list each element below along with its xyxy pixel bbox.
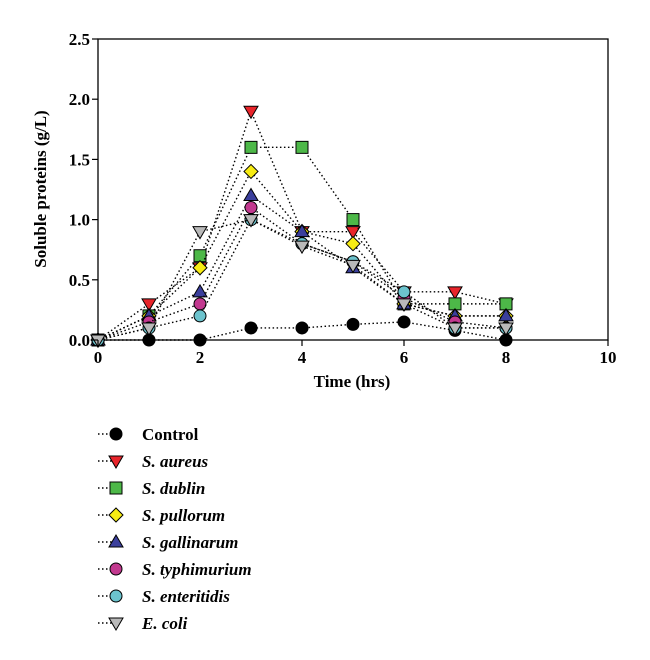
- data-point: [447, 322, 463, 336]
- legend-marker: [108, 507, 124, 523]
- data-point: [396, 298, 412, 312]
- data-point: [192, 226, 208, 240]
- x-tick-label: 2: [196, 348, 205, 367]
- series-line: [97, 206, 507, 341]
- data-point: [193, 249, 207, 263]
- series-line: [97, 218, 506, 341]
- data-point: [345, 226, 361, 240]
- legend-marker: [109, 481, 123, 495]
- legend-label: Control: [142, 425, 199, 444]
- x-tick-label: 10: [600, 348, 617, 367]
- data-point: [498, 307, 514, 322]
- data-point: [243, 105, 259, 120]
- legend-label: S. enteritidis: [142, 587, 230, 606]
- data-point: [498, 322, 514, 336]
- y-tick-label: 2.0: [69, 90, 90, 109]
- legend: Control S. aureus S. dublin S. pullorum S. g…: [98, 425, 252, 633]
- legend-marker: [109, 562, 123, 576]
- data-point: [345, 259, 361, 274]
- data-point: [244, 140, 258, 154]
- data-point: [345, 235, 361, 252]
- data-point: [193, 309, 207, 323]
- legend-item: Control: [98, 425, 199, 444]
- legend-marker: [108, 455, 124, 469]
- data-point: [447, 286, 463, 300]
- data-point: [397, 285, 411, 299]
- data-point: [141, 298, 157, 312]
- axes: Soluble proteins (g/L) Time (hrs) 0 2 4 6 8 1…: [31, 30, 617, 391]
- data-point: [294, 240, 310, 255]
- data-point: [193, 297, 207, 311]
- plot-area: [97, 38, 609, 341]
- legend-item: S. typhimurium: [98, 560, 252, 579]
- data-point: [397, 315, 411, 329]
- plot-frame: [97, 38, 609, 341]
- legend-marker: [109, 427, 123, 441]
- legend-label: S. dublin: [142, 479, 205, 498]
- x-axis-label: Time (hrs): [314, 372, 391, 391]
- data-point: [243, 187, 259, 202]
- data-point: [346, 213, 360, 227]
- data-point: [295, 140, 309, 154]
- data-point: [192, 260, 208, 276]
- data-point: [294, 223, 310, 238]
- y-axis-label: Soluble proteins (g/L): [31, 110, 50, 267]
- legend-label: S. pullorum: [142, 506, 225, 525]
- data-point: [141, 322, 157, 336]
- legend-marker: [109, 589, 123, 603]
- x-tick-label: 6: [400, 348, 409, 367]
- legend-item: S. aureus: [98, 452, 209, 471]
- legend-marker: [108, 534, 124, 548]
- data-point: [295, 321, 309, 335]
- legend-item: S. enteritidis: [98, 587, 230, 606]
- series-line: [97, 170, 506, 341]
- legend-item: E. coli: [98, 614, 188, 633]
- x-tick-label: 0: [94, 348, 103, 367]
- data-point: [243, 214, 259, 228]
- data-point: [244, 201, 258, 215]
- legend-label: S. typhimurium: [142, 560, 252, 579]
- series-layer: [90, 105, 514, 348]
- legend-item: S. gallinarum: [98, 533, 238, 552]
- y-tick-label: 2.5: [69, 30, 90, 49]
- legend-item: S. pullorum: [98, 506, 225, 525]
- y-tick-label: 0.0: [69, 331, 90, 350]
- data-point: [346, 317, 360, 331]
- y-tick-label: 0.5: [69, 271, 90, 290]
- data-point: [192, 283, 208, 298]
- y-tick-label: 1.0: [69, 211, 90, 230]
- series-line: [97, 218, 506, 341]
- legend-label: S. aureus: [142, 452, 209, 471]
- y-tick-label: 1.5: [69, 150, 90, 169]
- series-e-coli: [90, 214, 514, 348]
- legend-label: S. gallinarum: [142, 533, 238, 552]
- x-tick-label: 8: [502, 348, 511, 367]
- legend-marker: [108, 617, 124, 631]
- x-tick-label: 4: [298, 348, 307, 367]
- legend-label: E. coli: [141, 614, 188, 633]
- data-point: [243, 163, 259, 180]
- data-point: [244, 321, 258, 335]
- legend-item: S. dublin: [98, 479, 205, 498]
